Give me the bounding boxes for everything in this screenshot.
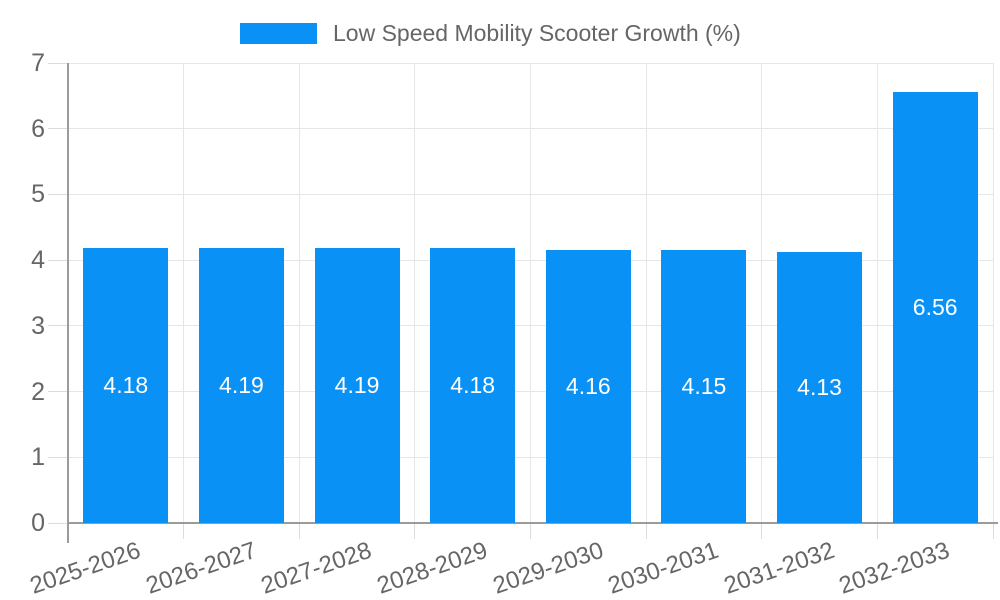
x-tick-label: 2031-2032 [720, 536, 838, 600]
x-tick-label: 2028-2029 [373, 536, 491, 600]
y-tick-mark [48, 522, 68, 524]
bar-2032-2033[interactable]: 6.56 [892, 91, 978, 523]
bar-value-label: 4.13 [797, 373, 842, 400]
x-gridline [530, 63, 531, 523]
y-tick-label: 3 [31, 311, 45, 340]
y-tick-label: 2 [31, 377, 45, 406]
x-tick-label: 2027-2028 [257, 536, 376, 600]
x-tick-mark [761, 523, 763, 539]
y-tick-mark [48, 259, 68, 261]
x-tick-mark [183, 523, 185, 539]
x-tick-label: 2026-2027 [142, 536, 260, 600]
bar-value-label: 4.18 [103, 372, 149, 399]
y-tick-mark [48, 325, 68, 327]
x-gridline [761, 63, 763, 523]
y-tick-mark [48, 391, 68, 393]
bar-value-label: 6.56 [912, 293, 958, 320]
plot-area: 0 1 2 3 4 5 6 7 4.18 4.19 4.19 4.18 4.16 4.15 4.13 6.56… [27, 50, 998, 600]
bar-2031-2032[interactable]: 4.13 [777, 251, 863, 523]
y-tick-label: 7 [31, 49, 45, 77]
x-tick-mark [645, 523, 647, 539]
y-tick-mark [48, 128, 68, 130]
bar-2030-2031[interactable]: 4.15 [661, 250, 747, 523]
x-gridline [298, 63, 300, 523]
y-tick-label: 5 [31, 180, 45, 209]
y-tick-label: 6 [31, 114, 45, 143]
bar-2026-2027[interactable]: 4.19 [198, 247, 284, 523]
x-tick-label: 2032-2033 [836, 536, 954, 600]
x-gridline [183, 63, 185, 523]
x-gridline [645, 63, 647, 523]
y-tick-label: 1 [31, 443, 45, 472]
bar-value-label: 4.19 [334, 371, 380, 398]
x-tick-mark [876, 523, 878, 539]
y-tick-mark [48, 62, 68, 64]
y-tick-label: 4 [31, 246, 45, 275]
x-gridline [414, 63, 416, 523]
bar-2025-2026[interactable]: 4.18 [83, 248, 169, 523]
legend-swatch-icon[interactable] [240, 23, 317, 44]
bar-2028-2029[interactable]: 4.18 [430, 248, 516, 523]
x-tick-mark [992, 523, 994, 539]
bar-value-label: 4.15 [681, 373, 727, 400]
x-tick-label: 2029-2030 [489, 536, 607, 600]
legend-label[interactable]: Low Speed Mobility Scooter Growth (%) [333, 20, 741, 46]
bar-value-label: 4.16 [565, 372, 611, 399]
y-tick-mark [48, 456, 68, 458]
x-tick-mark [414, 523, 416, 539]
y-axis-line [67, 63, 69, 543]
x-tick-mark [530, 523, 531, 539]
x-tick-label: 2025-2026 [26, 536, 145, 600]
bar-2029-2030[interactable]: 4.16 [545, 249, 631, 523]
y-tick-label: 0 [31, 509, 45, 537]
x-axis-line [67, 522, 998, 524]
bar-value-label: 4.18 [450, 372, 496, 399]
x-tick-label: 2030-2031 [604, 536, 723, 600]
x-gridline [876, 63, 878, 523]
x-tick-mark [298, 523, 300, 539]
bar-value-label: 4.19 [219, 371, 264, 398]
x-gridline [992, 63, 994, 523]
y-tick-mark [48, 193, 68, 195]
bar-2027-2028[interactable]: 4.19 [314, 247, 400, 523]
